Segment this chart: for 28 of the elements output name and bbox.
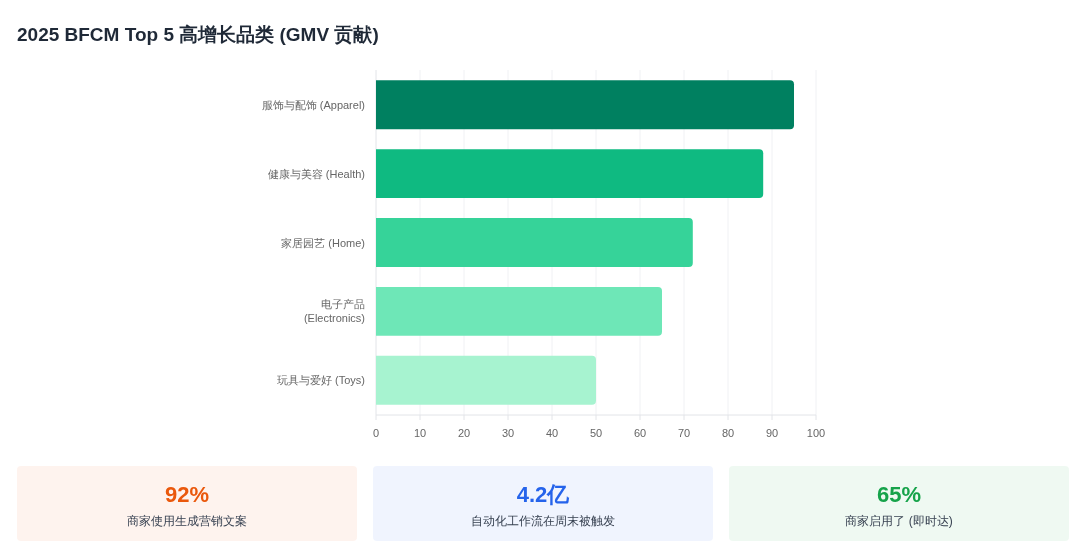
text: 自动化工作流在周末被触发	[471, 514, 615, 528]
x-tick-label: 0	[372, 427, 380, 439]
text: 92%	[164, 482, 210, 507]
y-tick-label: 电子产品 (Electronics)	[303, 298, 365, 325]
x-tick-label: 40	[545, 427, 559, 439]
x-tick-label: 90	[765, 427, 779, 439]
bar	[376, 149, 764, 199]
y-tick-label: 服饰与配饰 (Apparel)	[261, 98, 365, 111]
text: 65%	[876, 482, 922, 507]
y-tick-label: 家居园艺 (Home)	[281, 236, 365, 249]
bar	[376, 286, 662, 336]
bar	[376, 218, 693, 267]
text: 2025 BFCM Top 5 高增长品类 (GMV 贡献)	[17, 24, 379, 45]
x-tick-label: 70	[677, 427, 691, 439]
x-tick-label: 30	[501, 427, 515, 439]
x-tick-label: 100	[806, 427, 826, 439]
x-tick-label: 60	[633, 427, 647, 439]
x-tick-label: 80	[721, 427, 735, 439]
y-tick-label: 玩具与爱好 (Toys)	[277, 374, 365, 387]
bar	[376, 355, 596, 405]
y-tick-label: 健康与美容 (Health)	[267, 167, 365, 180]
bar	[376, 80, 794, 130]
x-tick-label: 20	[457, 427, 471, 439]
text: 4.2亿	[516, 482, 571, 507]
text: 商家使用生成营销文案	[127, 514, 247, 528]
x-tick-label: 50	[589, 427, 603, 439]
x-tick-label: 10	[413, 427, 427, 439]
text: 商家启用了 (即时达)	[845, 514, 953, 528]
